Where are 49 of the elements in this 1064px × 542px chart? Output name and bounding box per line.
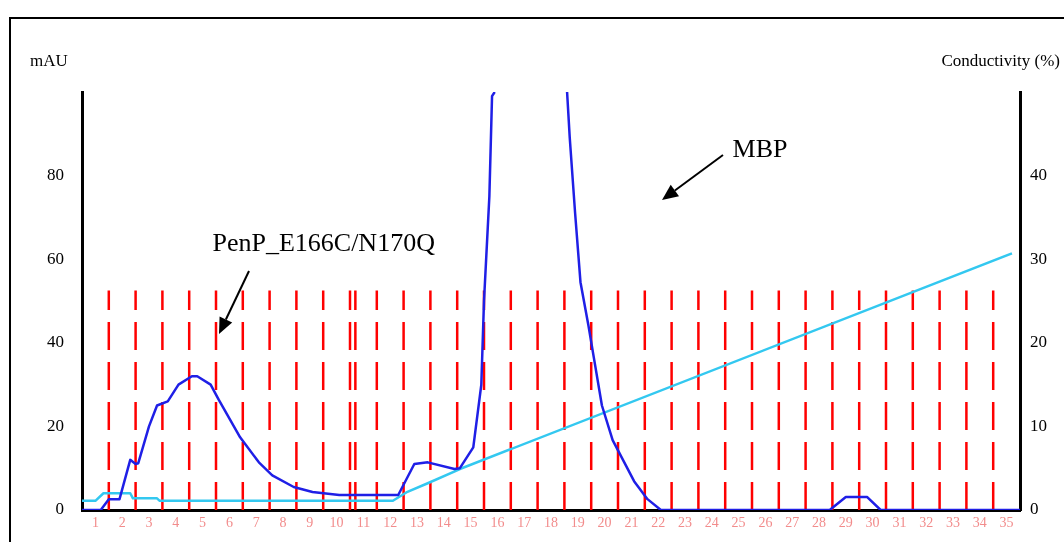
- x-tick-label: 20: [597, 514, 612, 530]
- y2-tick-label: 30: [1030, 248, 1047, 268]
- x-tick-label: 3: [145, 514, 153, 530]
- y2-tick-label: 0: [1030, 499, 1039, 519]
- y-tick-label: 0: [55, 499, 64, 519]
- x-tick-label: 10: [329, 514, 344, 530]
- x-tick-label: 18: [544, 514, 558, 530]
- y2-tick-label: 20: [1030, 332, 1047, 352]
- x-tick-label: 23: [678, 514, 692, 530]
- x-tick-label: 11: [356, 514, 371, 530]
- y-axis-title: mAU: [30, 51, 68, 71]
- x-tick-label: 6: [225, 514, 233, 530]
- x-tick-label: 25: [731, 514, 746, 530]
- annotation: MBP: [732, 133, 788, 163]
- y2-tick-label: 10: [1030, 415, 1047, 435]
- x-tick-label: 31: [892, 514, 907, 530]
- x-tick-label: 13: [410, 514, 424, 530]
- x-tick-label: 15: [463, 514, 478, 530]
- x-tick-label: 34: [972, 514, 987, 530]
- y-tick-label: 20: [47, 415, 64, 435]
- x-tick-label: 19: [570, 514, 585, 530]
- x-tick-label: 30: [865, 514, 880, 530]
- x-tick-label: 17: [517, 514, 532, 530]
- x-tick-label: 24: [704, 514, 719, 530]
- x-tick-label: 1: [91, 514, 99, 530]
- y-tick-label: 40: [47, 332, 64, 352]
- x-tick-label: 21: [624, 514, 639, 530]
- x-tick-label: 35: [999, 514, 1014, 530]
- x-tick-label: 33: [946, 514, 960, 530]
- x-tick-label: 27: [785, 514, 800, 530]
- y2-tick-label: 40: [1030, 165, 1047, 185]
- x-tick-label: 22: [651, 514, 666, 530]
- y-tick-label: 60: [47, 248, 64, 268]
- x-tick-label: 2: [118, 514, 126, 530]
- x-tick-label: 9: [306, 514, 314, 530]
- x-tick-label: 5: [199, 514, 207, 530]
- x-tick-label: 32: [919, 514, 934, 530]
- x-tick-label: 26: [758, 514, 773, 530]
- x-tick-label: 16: [490, 514, 505, 530]
- x-tick-label: 7: [252, 514, 260, 530]
- x-tick-label: 14: [436, 514, 451, 530]
- y2-axis-title: Conductivity (%): [941, 51, 1060, 71]
- y-tick-label: 80: [47, 165, 64, 185]
- x-tick-label: 12: [383, 514, 398, 530]
- x-tick-label: 28: [812, 514, 826, 530]
- x-tick-label: 4: [172, 514, 180, 530]
- x-tick-label: 8: [279, 514, 287, 530]
- x-tick-label: 29: [838, 514, 853, 530]
- annotation: PenP_E166C/N170Q: [212, 228, 436, 258]
